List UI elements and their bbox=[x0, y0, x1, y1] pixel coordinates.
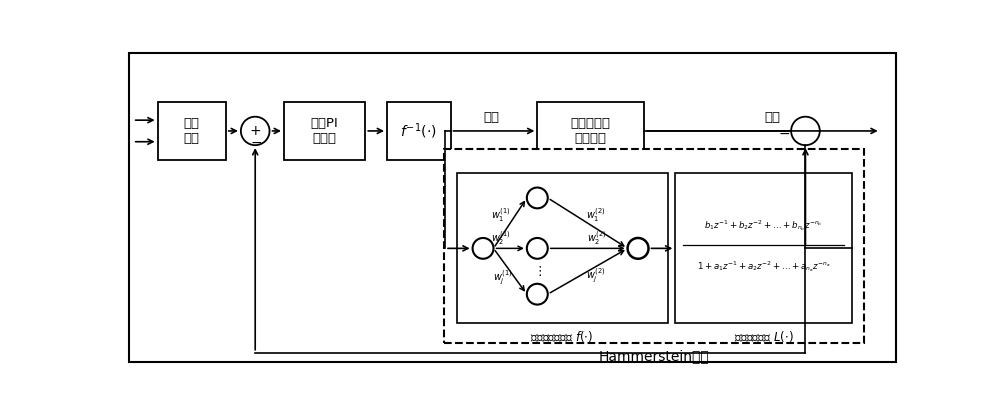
Text: +: + bbox=[249, 124, 261, 138]
Circle shape bbox=[628, 238, 649, 259]
Circle shape bbox=[791, 117, 820, 145]
Bar bbox=[284, 102, 365, 160]
Text: $w_2^{(1)}$: $w_2^{(1)}$ bbox=[491, 229, 511, 247]
Text: 输入: 输入 bbox=[484, 111, 500, 125]
Text: Hammerstein系统: Hammerstein系统 bbox=[599, 349, 710, 364]
Circle shape bbox=[473, 238, 494, 259]
Bar bbox=[675, 173, 852, 323]
Bar bbox=[537, 102, 644, 160]
Circle shape bbox=[527, 238, 548, 259]
Text: $1+a_1z^{-1}+a_2z^{-2}+\ldots+a_{n_a}z^{-n_a}$: $1+a_1z^{-1}+a_2z^{-2}+\ldots+a_{n_a}z^{… bbox=[697, 259, 830, 274]
Text: $w_1^{(1)}$: $w_1^{(1)}$ bbox=[491, 207, 511, 224]
Text: $w_2^{(2)}$: $w_2^{(2)}$ bbox=[587, 229, 607, 247]
Text: $\vdots$: $\vdots$ bbox=[533, 264, 542, 278]
Circle shape bbox=[527, 187, 548, 208]
Text: 输出: 输出 bbox=[764, 111, 780, 125]
Text: −: − bbox=[778, 127, 790, 141]
Text: −: − bbox=[250, 136, 262, 150]
Text: 静态非线性模块 $f(\cdot)$: 静态非线性模块 $f(\cdot)$ bbox=[530, 329, 594, 344]
Circle shape bbox=[241, 117, 270, 145]
Bar bbox=[457, 173, 668, 323]
Text: 线性动态模块 $L(\cdot)$: 线性动态模块 $L(\cdot)$ bbox=[734, 329, 793, 344]
Text: $b_1z^{-1}+b_2z^{-2}+\ldots+b_{n_b}z^{-n_b}$: $b_1z^{-1}+b_2z^{-2}+\ldots+b_{n_b}z^{-n… bbox=[704, 218, 823, 233]
Bar bbox=[158, 102, 226, 160]
Text: $w_1^{(2)}$: $w_1^{(2)}$ bbox=[586, 207, 605, 224]
Bar bbox=[444, 149, 864, 343]
Text: 连续搞拌反
应器系统: 连续搞拌反 应器系统 bbox=[571, 117, 611, 145]
Text: $w_j^{(2)}$: $w_j^{(2)}$ bbox=[586, 267, 605, 285]
Bar bbox=[387, 102, 450, 160]
Text: 参考
轨迹: 参考 轨迹 bbox=[184, 117, 200, 145]
Text: 线性PI
控制器: 线性PI 控制器 bbox=[311, 117, 338, 145]
Text: $w_j^{(1)}$: $w_j^{(1)}$ bbox=[493, 268, 512, 286]
Circle shape bbox=[527, 284, 548, 305]
Text: $f^{-1}(\cdot)$: $f^{-1}(\cdot)$ bbox=[400, 121, 437, 141]
